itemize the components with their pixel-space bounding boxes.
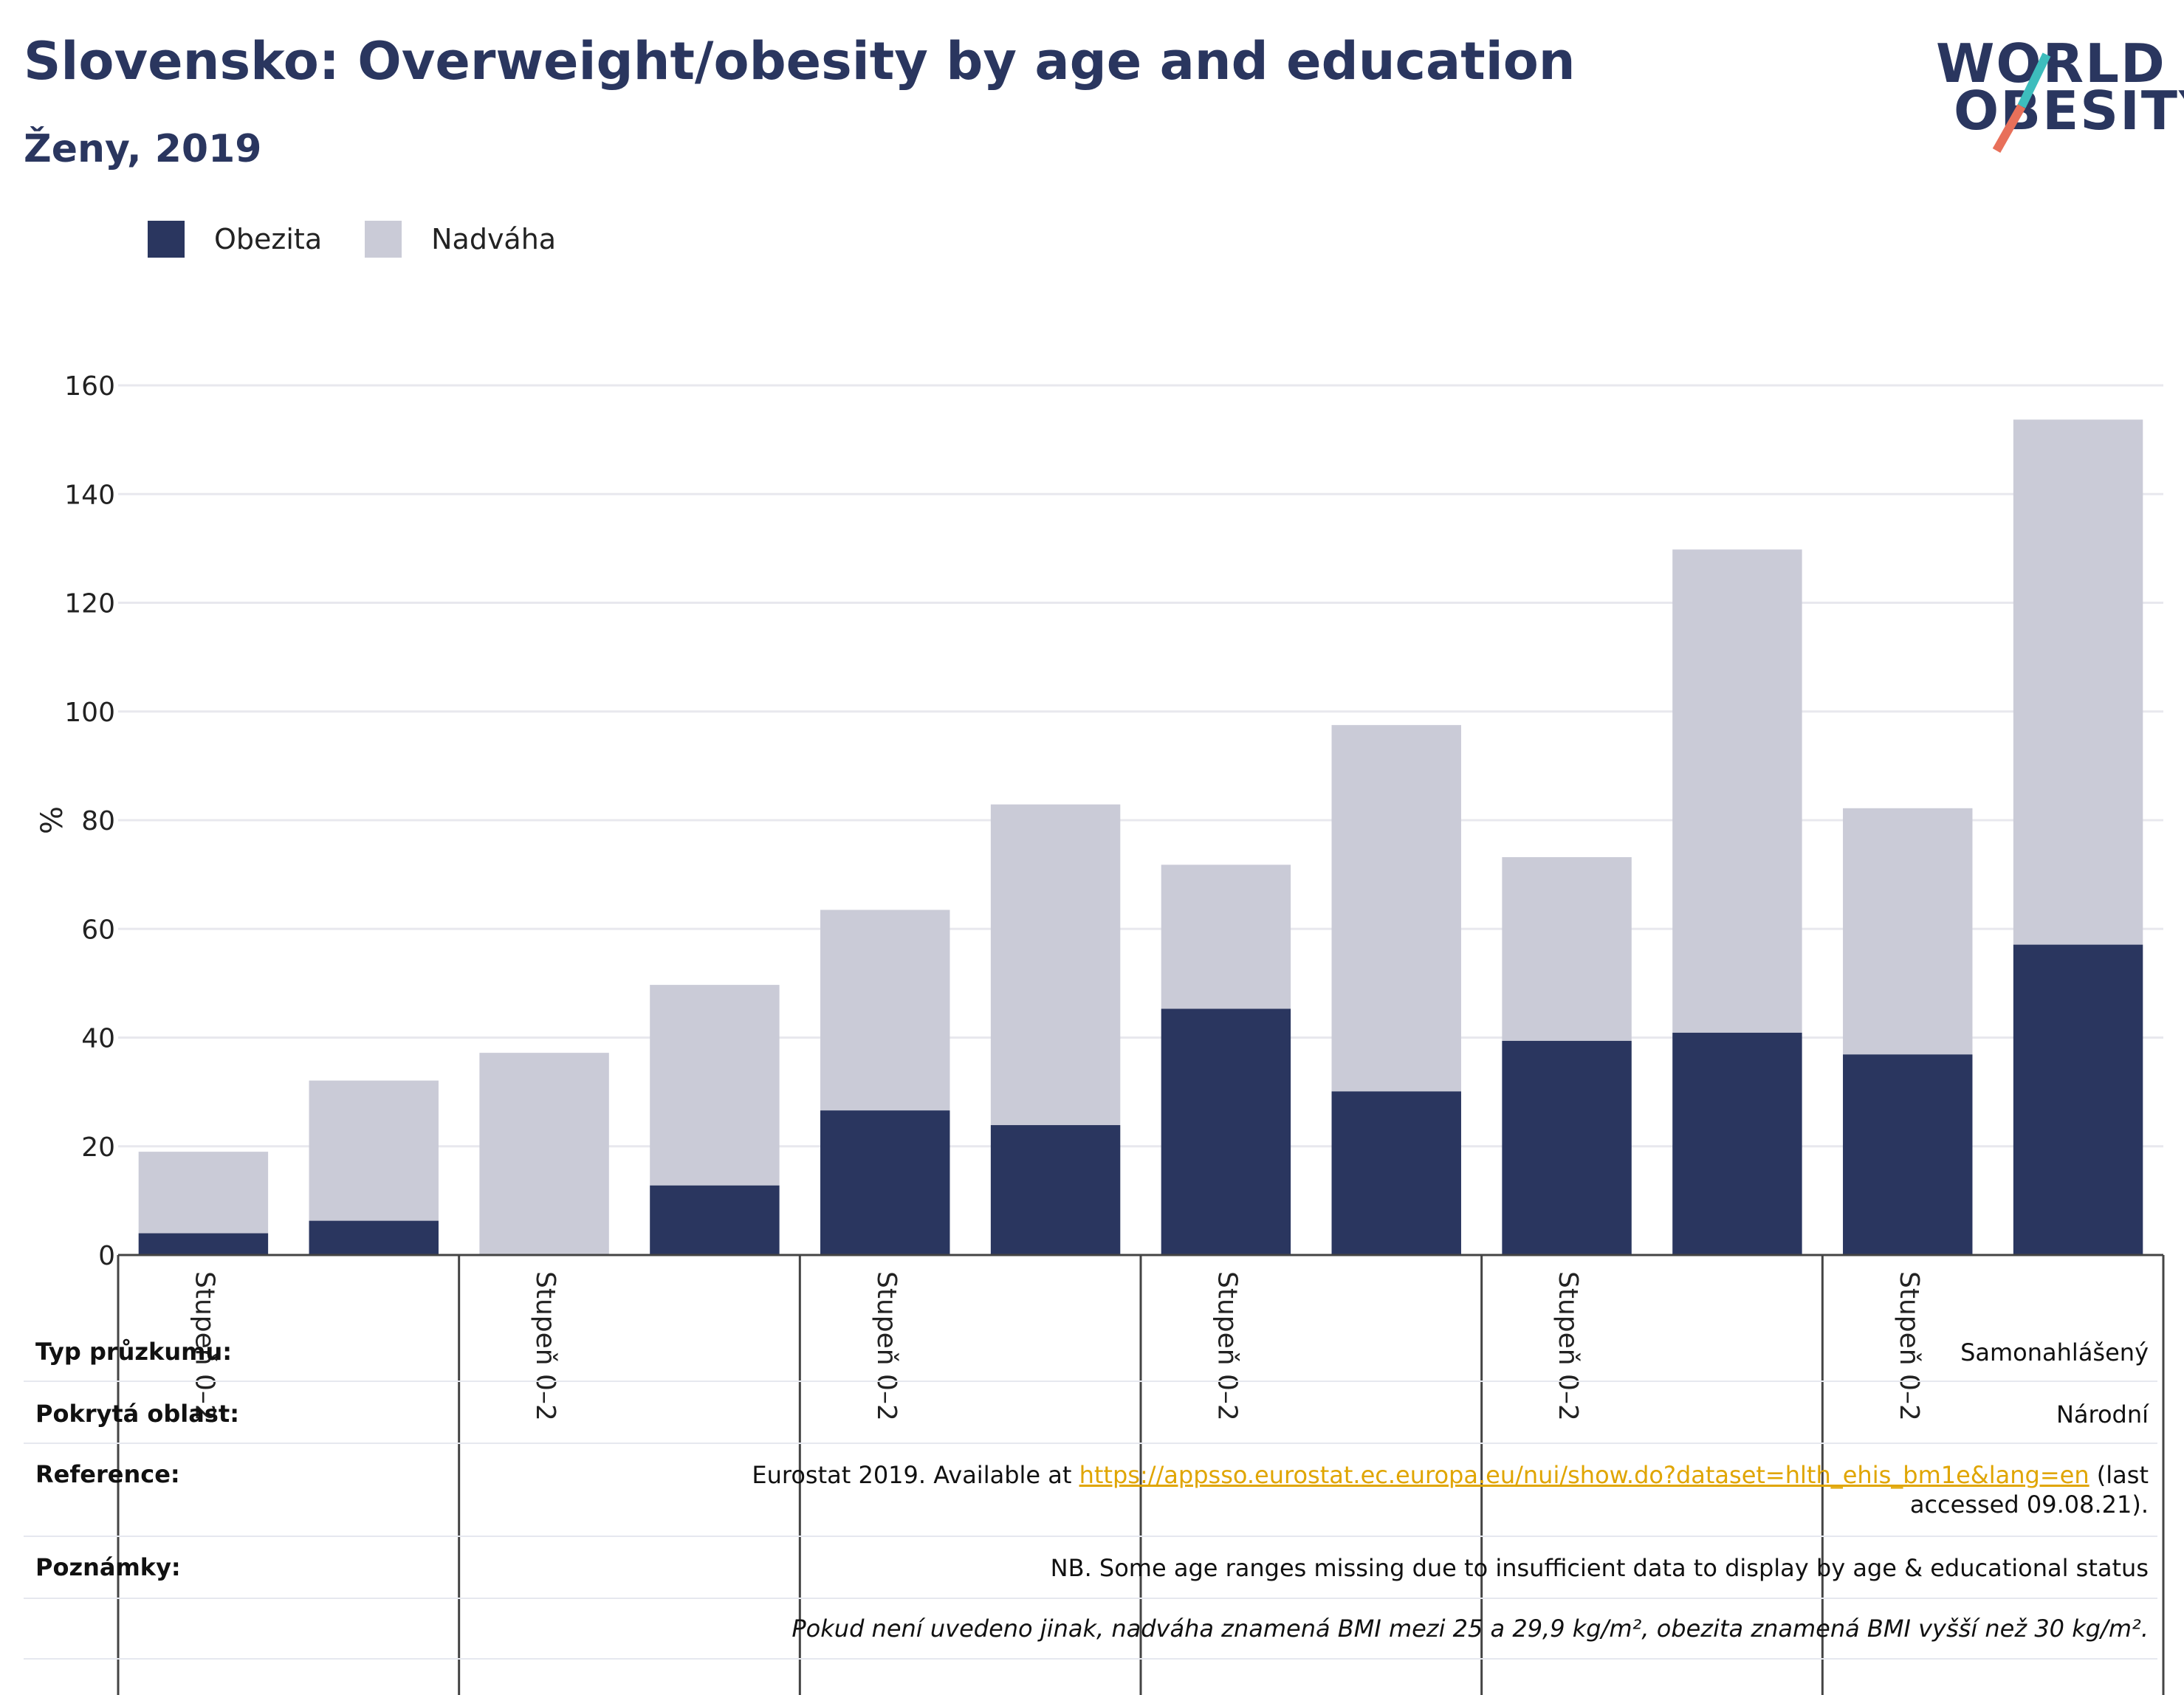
- bar-segment-obesity: [1161, 1008, 1291, 1255]
- y-tick-label: 60: [81, 915, 115, 945]
- logo-slash-icon: [1992, 52, 2051, 153]
- bar-segment-obesity: [2013, 944, 2143, 1255]
- grid-lines: [118, 384, 2163, 1148]
- info-reference-label: Reference:: [35, 1460, 180, 1488]
- bar-segment-overweight: [820, 910, 950, 1111]
- legend-swatch-obesity: [148, 221, 185, 258]
- bar-segment-obesity: [1843, 1054, 1973, 1255]
- bar-segment-obesity: [990, 1125, 1121, 1255]
- info-definition: Pokud není uvedeno jinak, nadváha znamen…: [24, 1614, 2157, 1651]
- info-separator: [24, 1381, 2157, 1382]
- legend-label-obesity: Obezita: [214, 223, 323, 255]
- y-tick-label: 120: [64, 589, 115, 619]
- legend-label-overweight: Nadváha: [431, 223, 557, 255]
- bar-segment-overweight: [1331, 725, 1461, 1092]
- bar-segment-obesity: [1331, 1091, 1461, 1255]
- bar-segment-overweight: [1502, 857, 1632, 1041]
- reference-link[interactable]: https://appsso.eurostat.ec.europa.eu/nui…: [1079, 1461, 2089, 1489]
- x-group-label: Stupeň 0–2: [871, 1271, 902, 1421]
- bar-segment-overweight: [650, 985, 780, 1186]
- bar-segment-obesity: [650, 1185, 780, 1255]
- legend-item-obesity[interactable]: Obezita: [148, 221, 322, 258]
- bar-segment-obesity: [1672, 1032, 1802, 1255]
- page-subtitle: Ženy, 2019: [24, 127, 262, 171]
- info-notes-value: NB. Some age ranges missing due to insuf…: [1050, 1554, 2149, 1582]
- y-tick-label: 40: [81, 1024, 115, 1054]
- y-axis: 0 20 40 60 80 100 120 140 160%: [35, 371, 115, 1271]
- bar-segment-overweight: [309, 1080, 439, 1221]
- legend-swatch-overweight: [365, 221, 402, 258]
- bar-segment-overweight: [1161, 864, 1291, 1009]
- chart-legend: Obezita Nadváha: [148, 219, 599, 260]
- logo-line-1: WORLD: [1936, 32, 2166, 94]
- info-notes: Poznámky: NB. Some age ranges missing du…: [24, 1553, 2157, 1590]
- bar-segment-overweight: [2013, 419, 2143, 945]
- info-separator: [24, 1598, 2157, 1599]
- bar-segment-obesity: [309, 1220, 439, 1255]
- info-reference-value: Eurostat 2019. Available at https://apps…: [709, 1460, 2149, 1519]
- info-coverage-value: Národní: [2056, 1400, 2149, 1428]
- y-tick-label: 140: [64, 480, 115, 510]
- info-separator: [24, 1443, 2157, 1444]
- bars: [138, 419, 2143, 1255]
- legend-item-overweight[interactable]: Nadváha: [365, 221, 556, 258]
- reference-prefix: Eurostat 2019. Available at: [752, 1461, 1072, 1489]
- bar-segment-obesity: [1502, 1040, 1632, 1255]
- bar-segment-overweight: [990, 804, 1121, 1126]
- info-separator: [24, 1658, 2157, 1660]
- logo-line-2: OBESITY: [1954, 80, 2184, 142]
- x-group-label: Stupeň 0–2: [1212, 1271, 1242, 1421]
- x-group-label: Stupeň 0–2: [1894, 1271, 1924, 1421]
- info-notes-label: Poznámky:: [35, 1553, 181, 1581]
- reference-suffix: (last accessed 09.08.21).: [1909, 1461, 2149, 1519]
- info-survey-type-value: Samonahlášený: [1960, 1338, 2149, 1366]
- info-coverage: Pokrytá oblast: Národní: [24, 1400, 2157, 1437]
- y-tick-label: 100: [64, 698, 115, 728]
- info-survey-type: Typ průzkumu: Samonahlášený: [24, 1338, 2157, 1375]
- y-tick-label: 0: [98, 1241, 115, 1271]
- x-group-label: Stupeň 0–2: [1553, 1271, 1583, 1421]
- y-tick-label: 160: [64, 371, 115, 402]
- y-axis-title: %: [35, 806, 69, 834]
- bar-segment-overweight: [1672, 549, 1802, 1033]
- bar-segment-obesity: [138, 1233, 269, 1255]
- info-coverage-label: Pokrytá oblast:: [35, 1400, 239, 1428]
- y-tick-label: 20: [81, 1132, 115, 1163]
- world-obesity-logo: WORLD OBESITY: [1929, 32, 2184, 158]
- bar-segment-overweight: [1843, 808, 1973, 1055]
- info-survey-type-label: Typ průzkumu:: [35, 1338, 233, 1366]
- group-dividers: [117, 1255, 2165, 1695]
- y-tick-label: 80: [81, 806, 115, 836]
- bar-segment-obesity: [820, 1110, 950, 1255]
- bar-segment-overweight: [479, 1053, 609, 1255]
- bar-segment-overweight: [138, 1152, 269, 1234]
- x-group-label: Stupeň 0–2: [530, 1271, 560, 1421]
- info-definition-value: Pokud není uvedeno jinak, nadváha znamen…: [791, 1615, 2149, 1643]
- page-title: Slovensko: Overweight/obesity by age and…: [24, 31, 1576, 92]
- info-separator: [24, 1536, 2157, 1537]
- x-group-label: Stupeň 0–2: [189, 1271, 219, 1421]
- info-reference: Reference: Eurostat 2019. Available at h…: [24, 1460, 2157, 1527]
